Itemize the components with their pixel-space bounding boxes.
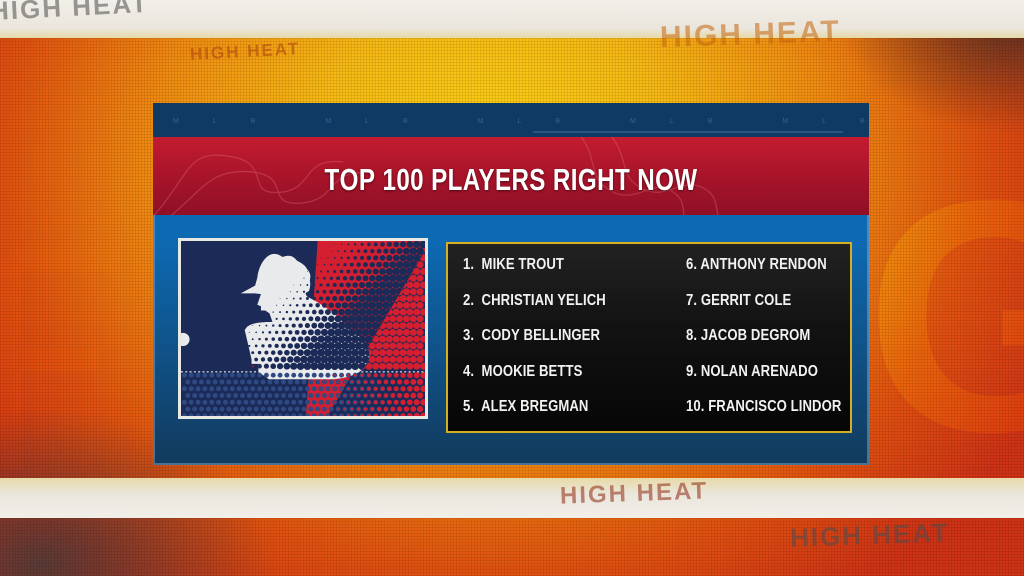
svg-text:MLB MLB MLB MLB MLB MLB MLB ML: MLB MLB MLB MLB MLB MLB MLB MLB MLB MLB …	[173, 118, 869, 125]
